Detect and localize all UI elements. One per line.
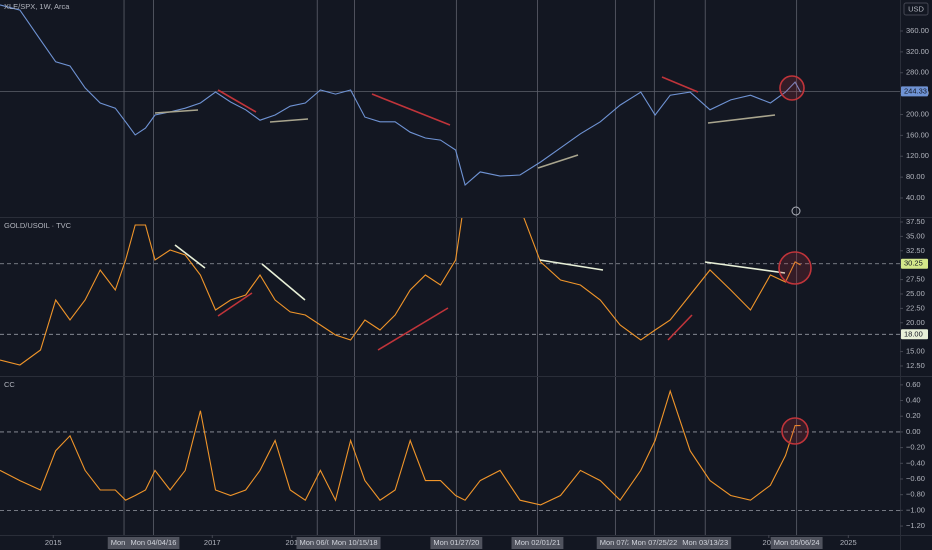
date-marker-box: [296, 537, 338, 549]
date-marker-box: [430, 537, 483, 549]
x-tick-label: 2017: [204, 538, 221, 547]
currency-button[interactable]: [903, 2, 929, 16]
trend-line: [661, 76, 699, 93]
y-tick-label: 32.50: [906, 246, 925, 255]
y-tick-label: −0.40: [906, 458, 925, 467]
y-tick-label: 22.50: [906, 303, 925, 312]
y-tick-label: 0.60: [906, 380, 921, 389]
y-tick-label: −0.80: [906, 490, 925, 499]
date-marker-box: [596, 537, 635, 549]
trend-line: [704, 261, 786, 274]
date-marker-label: Mon 07/25/22: [631, 538, 677, 547]
y-tick-label: 40.00: [906, 193, 925, 202]
y-tick-label: 0.20: [906, 411, 921, 420]
highlight-circle: [778, 251, 812, 285]
date-marker-label: Mon 04/04/16: [131, 538, 177, 547]
date-marker-label: Mon 05/06/24: [774, 538, 820, 547]
trend-line: [707, 114, 776, 124]
x-tick-label: 202: [763, 538, 776, 547]
y-tick-label: 12.50: [906, 361, 925, 370]
date-marker-box: [127, 537, 180, 549]
marks: [0, 0, 900, 535]
highlight-circle: [779, 75, 805, 101]
trend-line: [539, 259, 604, 271]
date-marker-box: [511, 537, 564, 549]
pane-title: XLE/SPX, 1W, Arca: [4, 2, 70, 11]
trend-line: [174, 244, 206, 269]
date-marker-label: Mon 07/2: [600, 538, 631, 547]
date-marker-label: Mon 02/01/21: [515, 538, 561, 547]
annotations: [154, 75, 812, 445]
y-tick-label: 80.00: [906, 172, 925, 181]
level-label: 244.33: [904, 86, 927, 95]
y-tick-label: 35.00: [906, 231, 925, 240]
y-tick-label: 0.40: [906, 396, 921, 405]
y-tick-label: 15.00: [906, 347, 925, 356]
date-marker-box: [679, 537, 732, 549]
date-marker-box: [328, 537, 381, 549]
series-line: [0, 4, 802, 186]
trend-line: [154, 109, 199, 114]
y-tick-label: 25.00: [906, 289, 925, 298]
y-tick-label: 360.00: [906, 26, 929, 35]
y-tick-label: 200.00: [906, 109, 929, 118]
y-tick-label: −0.60: [906, 474, 925, 483]
trend-line: [217, 89, 257, 113]
y-tick-label: 27.50: [906, 275, 925, 284]
date-marker-box: [628, 537, 681, 549]
x-tick-label: 201: [286, 538, 299, 547]
y-tick-label: −1.00: [906, 505, 925, 514]
trend-line: [269, 118, 309, 123]
date-marker-label: Mon 11/: [111, 538, 138, 547]
y-tick-label: 160.00: [906, 130, 929, 139]
level-tag: [901, 329, 928, 340]
series-line: [0, 218, 801, 366]
trend-line: [261, 263, 306, 301]
date-marker-box: [770, 537, 823, 549]
y-tick-label: 37.50: [906, 217, 925, 226]
trend-line: [371, 93, 451, 126]
y-tick-label: 280.00: [906, 68, 929, 77]
x-tick-label: 2025: [840, 538, 857, 547]
currency[interactable]: USD: [908, 4, 924, 13]
level-tag: [901, 86, 928, 97]
y-tick-label: 0.00: [906, 427, 921, 436]
trend-line: [667, 314, 693, 341]
date-marker-label: Mon 10/15/18: [332, 538, 378, 547]
x-tick-label: 2015: [45, 538, 62, 547]
date-marker-label: Mon 01/27/20: [433, 538, 479, 547]
pane-title: CC: [4, 380, 15, 389]
pane-title: GOLD/USOIL · TVC: [4, 221, 72, 230]
highlight-circle: [781, 417, 809, 445]
level-label: 30.25: [904, 259, 923, 268]
trend-line: [217, 292, 253, 317]
date-marker-label: Mon 03/13/23: [682, 538, 728, 547]
y-tick-label: 20.00: [906, 318, 925, 327]
y-tick-label: 120.00: [906, 151, 929, 160]
trend-line: [537, 154, 579, 169]
date-marker-label: Mon 06/07: [299, 538, 334, 547]
y-tick-label: −1.20: [906, 521, 925, 530]
trend-line: [377, 307, 449, 351]
y-tick-label: −0.20: [906, 443, 925, 452]
level-tag: [901, 258, 928, 269]
series-line: [0, 389, 801, 506]
icon[interactable]: [791, 206, 801, 216]
y-tick-label: 320.00: [906, 47, 929, 56]
level-label: 18.00: [904, 329, 923, 338]
